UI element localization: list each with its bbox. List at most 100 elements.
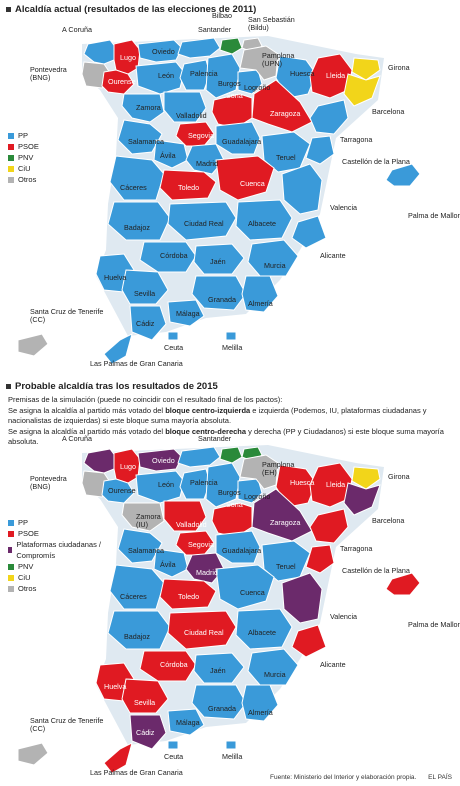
province-label-barcelona: Barcelona bbox=[372, 107, 404, 116]
title-bullet-icon bbox=[6, 7, 11, 12]
province-toledo bbox=[159, 578, 217, 610]
province-label-lugo: Lugo bbox=[120, 462, 136, 471]
legend-swatch-icon bbox=[8, 585, 14, 592]
province-madrid bbox=[185, 143, 225, 175]
province-melilla bbox=[225, 740, 237, 750]
province-almeria bbox=[241, 275, 279, 313]
province-label-bilbao: Bilbao bbox=[212, 12, 232, 20]
province-cadiz bbox=[129, 305, 167, 341]
simulation-notes: Premisas de la simulación (puede no coin… bbox=[8, 395, 448, 448]
province-label-huelva: Huelva bbox=[104, 273, 126, 282]
map1-title-text: Alcaldía actual (resultados de las elecc… bbox=[15, 4, 257, 15]
province-pamplona-upn bbox=[239, 45, 279, 81]
province-label-ourense: Ourense bbox=[108, 77, 136, 86]
map2-title-text: Probable alcaldía tras los resultados de… bbox=[15, 381, 218, 392]
province-zaragoza bbox=[251, 79, 313, 133]
legend-item: PP bbox=[8, 130, 39, 141]
province-label-avila: Ávila bbox=[160, 151, 176, 160]
notes-line3: Se asigna la alcaldía al partido más vot… bbox=[8, 426, 444, 447]
province-palma-de-mallorca bbox=[385, 572, 421, 596]
map1-spain: A Coruña Lugo Pontevedra (BNG) Ourense Oviedo… bbox=[17, 12, 460, 368]
province-castellon-de-la-plana bbox=[305, 135, 335, 165]
province-santander bbox=[177, 37, 221, 59]
footer: Fuente: Ministerio del Interior y elabor… bbox=[260, 774, 452, 781]
province-label-almeria: Almería bbox=[248, 708, 273, 717]
province-murcia bbox=[247, 239, 299, 277]
province-valladolid bbox=[163, 91, 207, 123]
province-avila bbox=[153, 548, 189, 578]
legend-swatch-icon bbox=[8, 165, 14, 172]
province-zaragoza bbox=[251, 488, 313, 542]
legend-swatch-icon bbox=[8, 563, 14, 570]
province-label-cuenca: Cuenca bbox=[240, 588, 265, 597]
province-label-segovia: Segovia bbox=[188, 131, 214, 140]
province-burgos bbox=[205, 53, 241, 99]
province-label-albacete: Albacete bbox=[248, 219, 276, 228]
province-label-albacete: Albacete bbox=[248, 628, 276, 637]
province-label-ciudad-real: Ciudad Real bbox=[184, 628, 224, 637]
province-label-las-palmas-de-gran-canaria: Las Palmas de Gran Canaria bbox=[90, 359, 183, 368]
province-label-a-coruna: A Coruña bbox=[62, 434, 92, 443]
province-melilla bbox=[225, 331, 237, 341]
province-las-palmas-de-gran-canaria bbox=[103, 333, 133, 365]
province-label-avila: Ávila bbox=[160, 560, 176, 569]
province-huesca bbox=[275, 55, 317, 99]
province-label-madrid: Madrid bbox=[196, 159, 218, 168]
province-madrid bbox=[185, 552, 225, 584]
title-bullet-icon bbox=[6, 384, 11, 389]
province-barcelona bbox=[343, 482, 381, 516]
province-avila bbox=[153, 139, 189, 169]
province-tarragona bbox=[309, 508, 349, 544]
legend-item: CiU bbox=[8, 163, 39, 174]
notes-line1: Premisas de la simulación (puede no coin… bbox=[8, 395, 283, 404]
province-label-granada: Granada bbox=[208, 295, 236, 304]
province-alicante bbox=[291, 215, 327, 249]
legend-item: PNV bbox=[8, 561, 108, 572]
province-almeria bbox=[241, 684, 279, 722]
legend-item: PNV bbox=[8, 152, 39, 163]
province-label-pontevedra-bng: Pontevedra (BNG) bbox=[30, 474, 67, 491]
map2-spain: A Coruña Lugo Pontevedra (BNG) Ourense Oviedo… bbox=[17, 431, 460, 777]
province-label-santa-cruz-de-tenerife-cc: Santa Cruz de Tenerife (CC) bbox=[30, 307, 103, 324]
province-girona bbox=[351, 57, 381, 81]
legend-swatch-icon bbox=[8, 530, 14, 537]
province-label-salamanca: Salamanca bbox=[128, 546, 164, 555]
legend-label: PNV bbox=[18, 153, 34, 162]
province-bilbao bbox=[219, 37, 243, 55]
province-label-cadiz: Cádiz bbox=[136, 728, 155, 737]
legend-swatch-icon bbox=[8, 574, 14, 581]
footer-source: Fuente: Ministerio del Interior y elabor… bbox=[270, 774, 417, 781]
map1-legend: PP PSOE PNV CiU Otros bbox=[8, 130, 39, 185]
province-label-san-sebastian: San Sebastián bbox=[248, 431, 295, 433]
legend-swatch-icon bbox=[8, 143, 14, 150]
province-label-girona: Girona bbox=[388, 472, 410, 481]
province-label-ceuta: Ceuta bbox=[164, 343, 183, 352]
province-ceuta bbox=[167, 331, 179, 341]
province-label-palencia: Palencia bbox=[190, 69, 218, 78]
province-granada bbox=[191, 684, 247, 720]
province-salamanca bbox=[117, 119, 163, 155]
province-label-guadalajara: Guadalajara bbox=[222, 137, 261, 146]
province-label-logrono: Logroño bbox=[244, 83, 270, 92]
legend-item: CiU bbox=[8, 572, 108, 583]
legend-label: Plataformas ciudadanas / Compromís bbox=[16, 540, 102, 560]
province-label-palma-de-mallorca: Palma de Mallorca bbox=[408, 211, 460, 220]
province-label-alicante: Alicante bbox=[320, 251, 346, 260]
province-label-ourense: Ourense bbox=[108, 486, 136, 495]
province-pamplona-eh bbox=[239, 454, 279, 490]
province-label-sevilla: Sevilla bbox=[134, 289, 155, 298]
province-label-san-sebastian-bildu: San Sebastián (Bildu) bbox=[248, 15, 295, 32]
legend-label: PSOE bbox=[18, 142, 39, 151]
province-label-palma-de-mallorca: Palma de Mallorca bbox=[408, 620, 460, 629]
legend-swatch-icon bbox=[8, 154, 14, 161]
province-label-castellon-de-la-plana: Castellón de la Plana bbox=[342, 566, 410, 575]
footer-brand: EL PAÍS bbox=[428, 774, 452, 781]
province-badajoz bbox=[107, 201, 171, 241]
province-burgos bbox=[205, 462, 241, 508]
legend-swatch-icon bbox=[8, 547, 13, 553]
province-salamanca bbox=[117, 528, 163, 564]
legend-label: CiU bbox=[18, 573, 31, 582]
province-label-girona: Girona bbox=[388, 63, 410, 72]
province-label-malaga: Málaga bbox=[176, 309, 200, 318]
province-tarragona bbox=[309, 99, 349, 135]
